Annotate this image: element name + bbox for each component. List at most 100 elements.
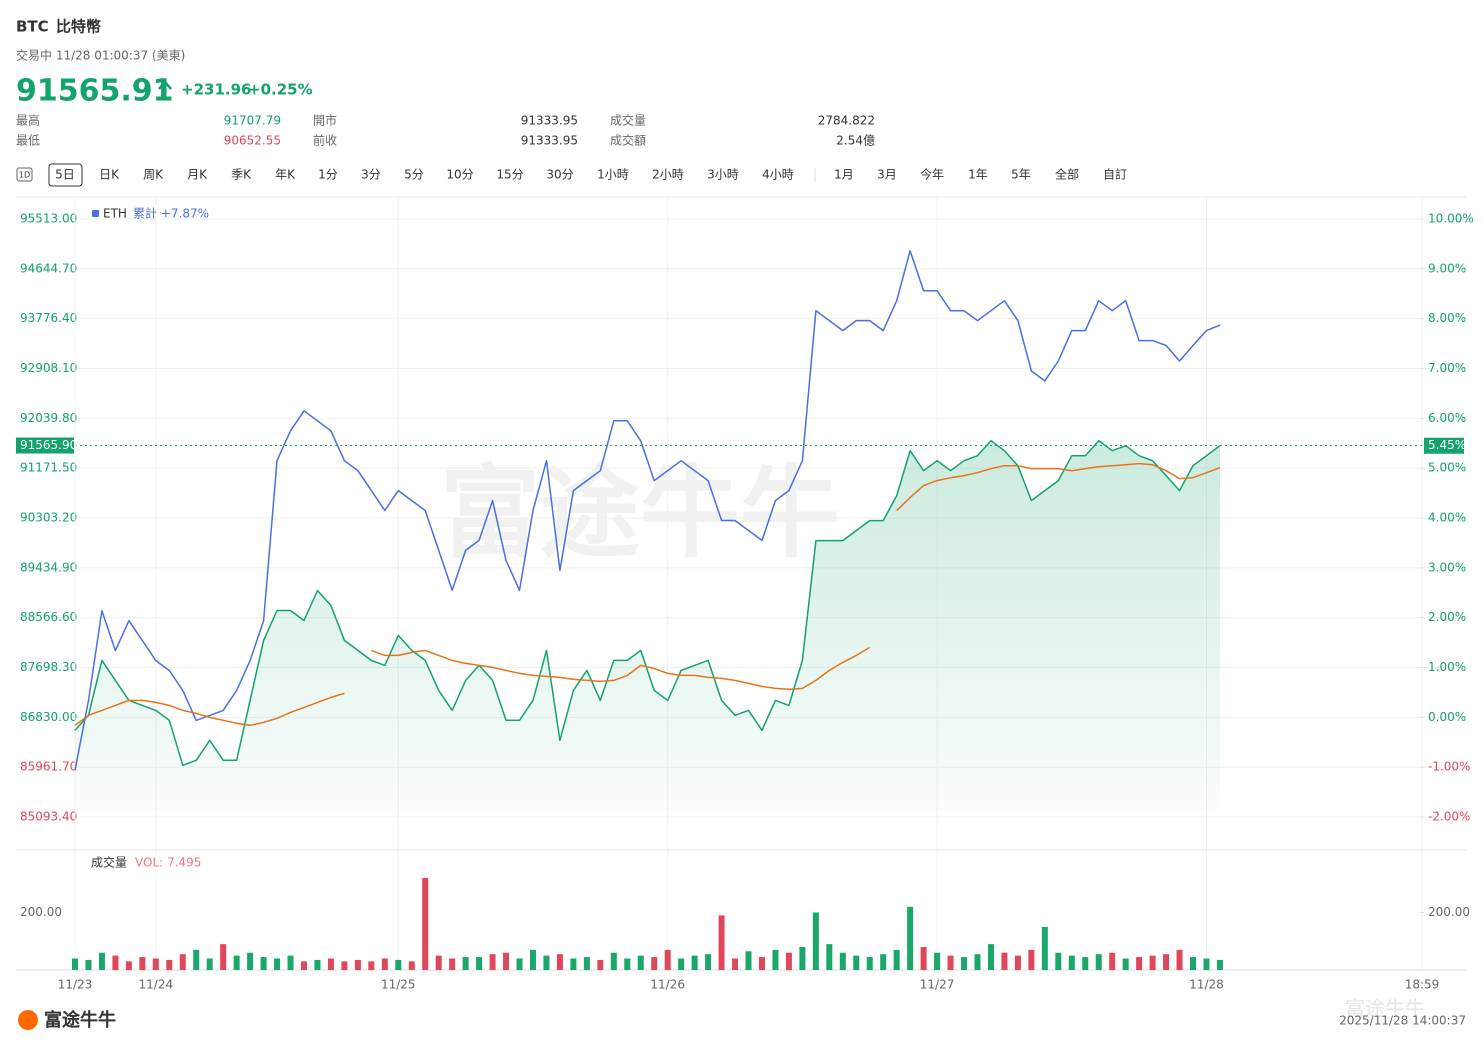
y2-tick-label: -1.00% [1428,760,1470,774]
stat-label: 成交額 [610,133,646,148]
period-tab[interactable]: 周K [143,168,164,182]
volume-bar [1055,952,1062,970]
volume-bar [422,878,429,970]
y-tick-label: 93776.40 [20,311,77,325]
volume-bar [853,955,860,970]
period-tab[interactable]: 1小時 [597,168,629,182]
volume-bar [179,954,186,970]
volume-bar [866,957,873,970]
volume-bar [1122,958,1129,970]
y-tick-label: 94644.70 [20,261,77,275]
y2-tick-label: 10.00% [1428,211,1474,225]
change: +231.96 [181,81,251,99]
price: 91565.91 [16,74,174,109]
volume-bar [112,955,119,970]
period-tab[interactable]: 日K [99,168,120,182]
volume-bar [1014,955,1021,970]
volume-bar [85,959,92,970]
stat-value: 90652.55 [224,134,281,148]
period-tab[interactable]: 年K [275,168,296,182]
volume-bar [664,949,671,970]
range-tab[interactable]: 1年 [968,168,988,182]
volume-bar [934,952,941,970]
volume-bar [1001,952,1008,970]
y-tick-label: 85093.40 [20,810,77,824]
volume-bar [732,958,739,970]
volume-bar [260,957,267,970]
period-tab[interactable]: 10分 [446,168,473,182]
y2-tick-label: 1.00% [1428,660,1466,674]
period-tab[interactable]: 3分 [361,168,381,182]
x-tick-label: 11/24 [139,978,174,992]
volume-bar [206,958,213,970]
stat-label: 最低 [16,134,40,148]
volume-bar [1203,958,1210,970]
corner-watermark: 富途牛牛 [1345,997,1425,1021]
period-tab[interactable]: 月K [187,168,208,182]
change-pct: +0.25% [248,81,313,99]
stat-value: 2.54億 [836,134,875,148]
volume-bar [624,958,631,970]
volume-bar [880,954,887,970]
volume-bar [72,958,78,970]
stat-value: 91707.79 [224,114,281,128]
y-tick-label: 92039.80 [20,411,77,425]
volume-bar [341,961,348,970]
watermark: 富途牛牛 [440,454,840,571]
period-tab[interactable]: 3小時 [707,168,739,182]
range-tab[interactable]: 5年 [1011,168,1031,182]
range-tab[interactable]: 自訂 [1103,167,1127,182]
volume-bar [1176,949,1183,970]
volume-bar [516,958,523,970]
period-tab[interactable]: 30分 [546,168,573,182]
volume-bar [1109,952,1116,970]
period-icon-label[interactable]: 1D [19,171,30,180]
volume-bar [705,954,712,970]
y2-tick-label: 5.00% [1428,461,1466,475]
x-tick-label: 11/25 [381,978,416,992]
period-tab[interactable]: 5日 [55,168,75,182]
volume-bar [1149,955,1156,970]
volume-bar [98,952,105,970]
volume-tick-label: 200.00 [1428,905,1470,919]
period-tab[interactable]: 2小時 [652,168,684,182]
volume-bar [435,955,442,970]
stat-label: 開市 [313,113,337,128]
period-tab[interactable]: 5分 [404,168,424,182]
period-tab[interactable]: 4小時 [762,168,794,182]
range-tab[interactable]: 今年 [920,167,944,182]
volume-bar [125,961,132,970]
volume-bar [826,944,833,970]
volume-bar [1163,954,1170,970]
volume-bar [193,949,200,970]
area [75,440,1220,810]
volume-bar [503,952,510,970]
period-icon[interactable] [16,167,33,182]
volume-bar [974,954,981,970]
y-tick-label: 92908.10 [20,361,77,375]
period-tab[interactable]: 季K [231,168,252,182]
stat-value: 91333.95 [521,114,578,128]
range-tab[interactable]: 1月 [834,168,854,182]
y2-tick-label: 7.00% [1428,361,1466,375]
selected-tab-box [48,163,83,187]
volume-bar [395,959,402,970]
logo-icon [18,1010,38,1030]
y-tick-label: 86830.00 [20,710,77,724]
period-tab[interactable]: 1分 [318,168,338,182]
volume-bar [651,957,658,970]
volume-bar [610,952,617,970]
volume-bar [1041,926,1048,970]
range-tab[interactable]: 全部 [1055,167,1079,182]
volume-bar [247,952,254,970]
status: 交易中 11/28 01:00:37 (美東) [16,48,185,63]
legend-note: 累計 +7.87% [133,206,209,221]
period-tab[interactable]: 15分 [496,168,523,182]
range-tab[interactable]: 3月 [877,168,897,182]
volume-bar [166,959,173,970]
volume-bar [893,949,900,970]
y2-tick-label: 8.00% [1428,311,1466,325]
volume-bar [920,947,927,970]
stat-label: 最高 [16,113,40,128]
volume-bar [1190,957,1197,970]
